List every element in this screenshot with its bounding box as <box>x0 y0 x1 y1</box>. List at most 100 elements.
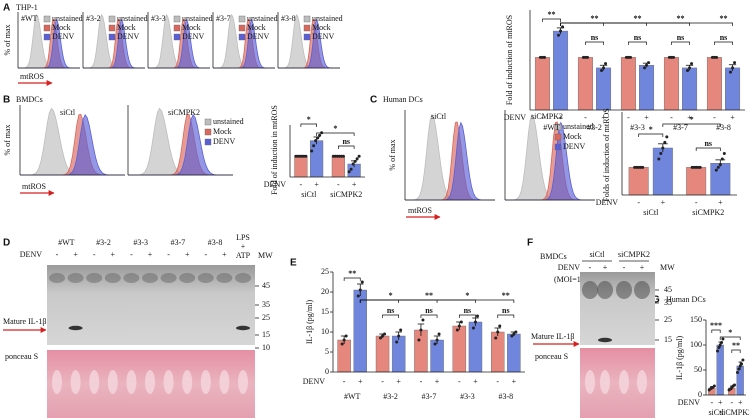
significance-label: ns <box>502 306 510 315</box>
lane-sign: - <box>623 263 626 272</box>
legend-label: Mock <box>117 23 136 32</box>
treatment-label: LPS <box>236 233 250 242</box>
significance-label: ns <box>464 306 472 315</box>
panel-title: Human DCs <box>666 295 706 304</box>
significance-bracket <box>628 41 647 45</box>
stain-label: ponceau S <box>535 352 568 361</box>
significance-bracket <box>719 336 741 340</box>
x-tick-label: + <box>396 377 401 386</box>
data-point <box>314 139 318 143</box>
blot-band <box>49 273 65 283</box>
legend-swatch <box>108 33 116 41</box>
x-tick-label: + <box>558 113 563 122</box>
legend-label: DENV <box>247 32 269 41</box>
data-point <box>471 326 475 330</box>
data-point <box>310 149 314 153</box>
data-point <box>381 334 385 338</box>
data-point <box>604 62 608 66</box>
mw-title: MW <box>660 263 675 272</box>
group-label: siCtl <box>301 190 317 199</box>
significance-label: ** <box>677 14 685 23</box>
ponceau-lane <box>637 370 647 394</box>
blot-band <box>160 273 177 283</box>
data-point <box>688 66 692 70</box>
lane-sign: - <box>56 250 59 259</box>
blot-band <box>67 273 84 283</box>
condition-label: (MOI=1) <box>554 275 584 284</box>
row-label: DENV <box>303 377 325 386</box>
data-point <box>718 343 722 347</box>
blot-band <box>104 273 121 283</box>
y-tick-label: 0 <box>325 367 329 376</box>
plot-label: #3-7 <box>216 14 231 23</box>
significance-bracket <box>343 277 361 281</box>
y-axis-label: Fold of induction of mtROS <box>505 15 514 105</box>
data-point <box>714 168 718 172</box>
data-point <box>347 170 351 174</box>
legend-swatch <box>204 118 212 126</box>
x-tick-label: + <box>512 377 517 386</box>
group-label: #3-7 <box>422 392 437 401</box>
lane-sign: - <box>167 250 170 259</box>
x-tick-label: + <box>358 377 363 386</box>
group-label: #3-8 <box>716 123 731 132</box>
data-point <box>496 330 500 334</box>
data-point <box>383 332 387 336</box>
legend-label: Mock <box>247 23 266 32</box>
x-tick-label: - <box>496 377 499 386</box>
legend-swatch <box>43 33 51 41</box>
panel-letter: G <box>652 295 660 306</box>
legend-label: Mock <box>182 23 201 32</box>
x-tick-label: + <box>314 180 319 189</box>
significance-bracket <box>382 314 400 318</box>
x-tick-label: - <box>300 180 303 189</box>
blot-band <box>123 273 140 283</box>
row-label: DENV <box>264 180 286 189</box>
legend-swatch <box>303 33 311 41</box>
panel-title: Human DCs <box>383 95 423 104</box>
data-point <box>741 358 745 362</box>
legend-swatch <box>554 143 562 151</box>
x-tick-label: + <box>435 377 440 386</box>
x-tick-label: - <box>627 113 630 122</box>
data-point <box>357 154 361 158</box>
data-point <box>355 157 359 161</box>
x-axis-label: mtROS <box>408 206 432 215</box>
data-point <box>433 342 437 346</box>
x-tick-label: - <box>637 198 640 207</box>
data-point <box>731 66 735 70</box>
panel-letter: C <box>370 95 377 106</box>
data-point <box>718 163 722 167</box>
legend-label: unstained <box>213 117 244 126</box>
significance-bracket <box>711 329 721 333</box>
bar <box>391 335 406 373</box>
blot-band <box>179 273 196 283</box>
y-tick-label: 20 <box>321 287 329 296</box>
significance-bracket <box>560 22 733 26</box>
data-point <box>698 165 702 169</box>
bar <box>620 57 636 111</box>
data-point <box>722 152 726 155</box>
y-axis-label: IL-1β (pg/ml) <box>675 336 684 381</box>
significance-bracket <box>458 314 476 318</box>
data-point <box>358 288 362 292</box>
row-label: DENV <box>20 250 42 259</box>
significance-bracket <box>359 299 476 303</box>
bar <box>331 155 345 178</box>
bar <box>491 331 505 373</box>
data-point <box>665 135 669 139</box>
lane-sign: - <box>589 263 592 272</box>
significance-label: ns <box>425 306 433 315</box>
bar <box>468 321 483 373</box>
treatment-label: ATP <box>236 251 251 260</box>
plot-label: siCtl <box>60 108 76 117</box>
blot-band <box>216 273 233 283</box>
lane-sign: + <box>148 250 153 259</box>
x-tick-label: + <box>661 198 666 207</box>
significance-label: ns <box>342 137 350 146</box>
lane-sign: - <box>204 250 207 259</box>
plot-label: #3-2 <box>86 14 101 23</box>
bar <box>553 30 569 111</box>
significance-label: ns <box>591 33 599 42</box>
bar <box>736 365 744 396</box>
